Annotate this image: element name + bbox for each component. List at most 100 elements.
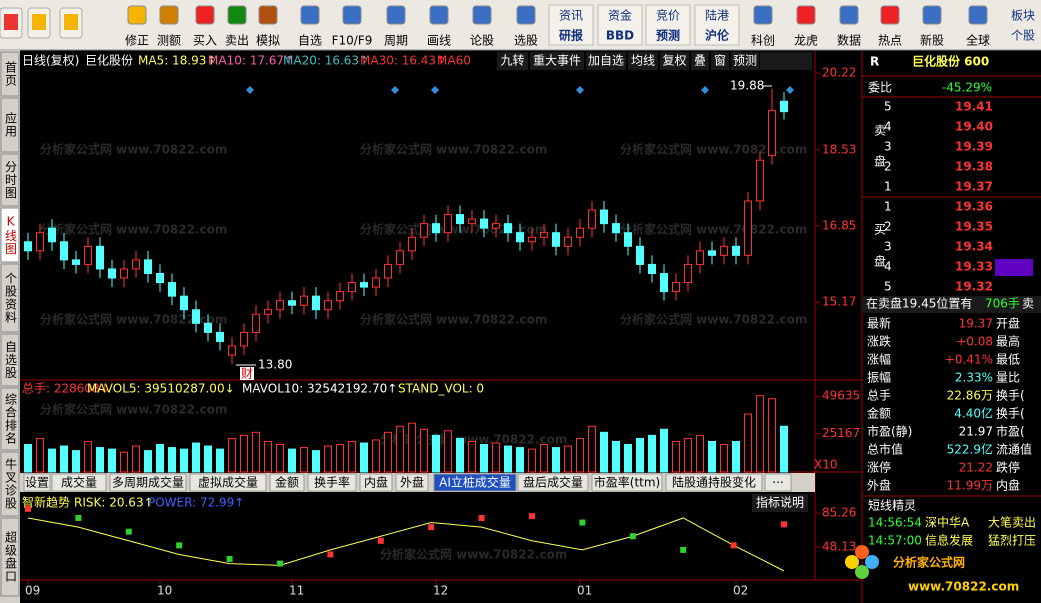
stat-label: 流通值 (996, 442, 1032, 457)
toolbar-button[interactable]: 买入 (193, 34, 217, 48)
toolbar-glyph (64, 14, 78, 30)
chart-button[interactable]: 预测 (733, 54, 757, 68)
toolbar-icon (839, 5, 859, 25)
toolbar-button[interactable]: 选股 (514, 34, 538, 48)
toolbar-button[interactable]: 热点 (878, 34, 902, 48)
chart-button[interactable]: 均线 (631, 54, 655, 68)
tab-bg (665, 473, 763, 492)
toolbar-button[interactable]: 自选 (298, 34, 322, 48)
ma-label: MA10: 17.67↑ (208, 54, 294, 68)
candle-body (60, 241, 68, 261)
toolbar-button[interactable]: 预测 (656, 28, 680, 43)
news-event: 猛烈打压 (988, 534, 1036, 548)
left-tab[interactable]: 首页 (4, 61, 18, 87)
power-dot (125, 528, 132, 535)
toolbar-button[interactable]: 科创 (751, 34, 775, 48)
chart-button[interactable]: 九转 (500, 53, 524, 68)
volume-bar (504, 445, 512, 473)
indicator-tab[interactable]: 虚拟成交量 (198, 475, 258, 490)
candle-body (504, 223, 512, 234)
toolbar-button[interactable]: 沪伦 (705, 28, 730, 43)
ask-price: 19.40 (955, 120, 993, 134)
toolbar-button[interactable]: 竞价 (656, 9, 680, 23)
indicator-button[interactable]: 指标说明 (756, 495, 804, 510)
toolbar-button[interactable]: 画线 (427, 34, 451, 48)
toolbar-button[interactable]: 全球 (966, 33, 990, 48)
level: 2 (884, 160, 892, 174)
level: 4 (884, 260, 892, 274)
toolbar-button[interactable]: 新股 (920, 33, 944, 48)
tab-bg (517, 473, 589, 492)
indicator-tab[interactable]: 成交量 (61, 475, 97, 490)
indicator-tab[interactable]: 内盘 (364, 475, 388, 490)
bid-price: 19.36 (955, 200, 993, 214)
side-label: 卖 (874, 124, 886, 138)
stat-label: 市盈(静) (867, 424, 912, 439)
volume-bar (240, 434, 248, 473)
left-tab[interactable]: 综合排名 (4, 393, 18, 445)
volume-bar (732, 440, 740, 473)
chart-button[interactable]: 重大事件 (533, 54, 581, 68)
toolbar-button[interactable]: 龙虎 (794, 34, 818, 48)
indicator-button-bg (752, 494, 808, 512)
chart-button[interactable]: 叠 (694, 54, 706, 68)
toolbar-button[interactable]: 模拟 (256, 34, 280, 48)
toolbar-stack-bg (694, 4, 740, 46)
toolbar-button[interactable]: 修正 (125, 33, 149, 48)
chart-button[interactable]: 窗 (714, 54, 726, 68)
toolbar-button[interactable]: 个股 (1011, 29, 1035, 43)
volume-bar (720, 444, 728, 473)
chart-button[interactable]: 复权 (662, 54, 686, 68)
indicator-tab[interactable]: 多周期成交量 (112, 475, 184, 490)
left-tab[interactable]: 牛叉诊股 (4, 457, 18, 510)
left-tab[interactable]: 个股资料 (4, 272, 18, 324)
toolbar-button[interactable]: 周期 (384, 34, 408, 48)
toolbar-button[interactable]: 数据 (837, 33, 861, 48)
indicator-tab[interactable]: ··· (772, 476, 783, 490)
volume-bar (324, 445, 332, 473)
toolbar-button[interactable]: 资讯 (559, 9, 583, 23)
stat-label: 涨幅 (867, 352, 891, 367)
indicator-tab[interactable]: 金额 (275, 475, 299, 490)
indicator-tab[interactable]: AI立桩成交量 (439, 475, 511, 490)
indicator-tab[interactable]: 盘后成交量 (523, 475, 583, 490)
indicator-tab[interactable]: 外盘 (400, 475, 424, 490)
toolbar-button[interactable]: 资金 (608, 8, 632, 23)
indicator-tab[interactable]: 陆股通持股变化 (672, 475, 756, 490)
volume-bar (360, 442, 368, 473)
tab-bg (189, 473, 267, 492)
toolbar-button[interactable]: F10/F9 (332, 34, 373, 48)
toolbar-button[interactable]: 卖出 (225, 34, 249, 48)
toolbar-button[interactable]: 板块 (1011, 9, 1035, 23)
left-tab[interactable]: 应用 (4, 111, 18, 138)
candle-body (348, 282, 356, 293)
level: 5 (884, 280, 892, 294)
left-tab[interactable]: 分时图 (4, 160, 18, 199)
candle-body (648, 263, 656, 274)
toolbar-button[interactable]: 测额 (157, 34, 181, 48)
stat-label: 最高 (996, 334, 1020, 349)
stat-label: 振幅 (867, 370, 891, 385)
candle-body (492, 223, 500, 229)
candle-body (120, 268, 128, 279)
volume-bar (540, 444, 548, 473)
toolbar-button[interactable]: 陆港 (705, 8, 729, 23)
toolbar-button[interactable]: 论股 (470, 34, 494, 48)
volume-bar (36, 437, 44, 473)
left-tab[interactable]: 自选股 (4, 340, 18, 379)
level: 3 (884, 140, 892, 154)
chart-button[interactable]: 加自选 (588, 54, 624, 68)
indicator-tab[interactable]: 市盈率(ttm) (594, 475, 660, 490)
chart-button-bg (497, 52, 528, 70)
candle-body (624, 232, 632, 247)
toolbar-icon (968, 5, 988, 25)
left-tab[interactable]: K线图 (4, 215, 18, 256)
indicator-tab[interactable]: 换手率 (314, 475, 350, 490)
toolbar-button[interactable]: 研报 (559, 28, 583, 43)
left-tab[interactable]: 超级盘口 (4, 530, 18, 583)
toolbar-button[interactable]: BBD (606, 29, 634, 43)
indicator-tab[interactable]: 设置 (25, 476, 49, 490)
x-tick-label: 09 (25, 584, 40, 598)
volume-bar (204, 445, 212, 473)
watermark: 分析家公式网 www.70822.com (360, 222, 547, 237)
